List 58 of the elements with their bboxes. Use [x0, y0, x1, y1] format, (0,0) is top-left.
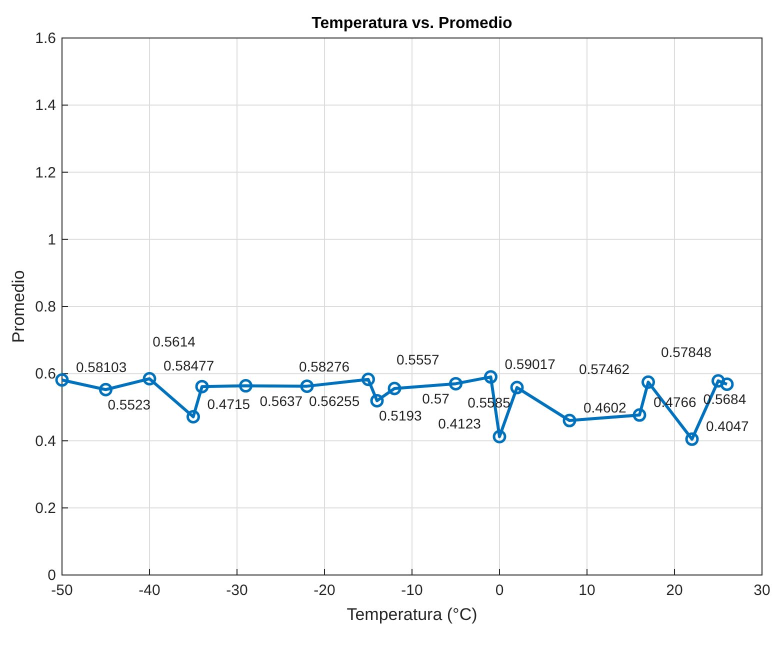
y-tick-label: 0.4 [35, 432, 56, 450]
x-tick-label: -50 [51, 582, 73, 599]
x-tick-label: 0 [495, 582, 504, 599]
data-label: 0.58276 [298, 358, 350, 374]
point [388, 382, 402, 396]
data-label: 0.5557 [396, 351, 440, 368]
x-axis-title: Temperatura (°C) [346, 605, 478, 624]
point [239, 379, 252, 393]
data-label: 0.57848 [660, 344, 712, 360]
data-label: 0.58477 [164, 358, 214, 374]
chart-title: Temperatura vs. Promedio [312, 15, 513, 32]
point [484, 370, 498, 384]
point [632, 408, 646, 422]
point [362, 372, 375, 386]
data-label: 0.5614 [152, 334, 196, 350]
y-tick-label: 1.4 [35, 97, 56, 114]
point [720, 377, 734, 391]
data-label: 0.5193 [379, 408, 422, 424]
data-label: 0.56255 [309, 393, 360, 410]
y-tick-label: 0.8 [35, 298, 56, 316]
data-label: 0.5637 [260, 392, 303, 409]
data-label: 0.57462 [578, 361, 630, 378]
x-tick-label: -20 [314, 582, 336, 599]
point [99, 382, 112, 396]
data-label: 0.58103 [76, 358, 127, 375]
point [142, 372, 156, 386]
data-label: 0.4602 [584, 400, 627, 416]
point [685, 432, 699, 446]
y-tick-label: 0 [48, 567, 56, 584]
point [562, 414, 576, 428]
point [492, 430, 506, 444]
x-tick-label: -30 [226, 582, 248, 599]
point [510, 380, 524, 394]
data-label: 0.4047 [706, 418, 750, 434]
point [300, 379, 314, 393]
point [55, 373, 69, 387]
point [370, 394, 384, 408]
data-label: 0.57 [422, 390, 450, 407]
data-label: 0.5523 [108, 396, 151, 413]
data-label: 0.59017 [504, 356, 556, 372]
x-tick-label: -40 [138, 582, 160, 599]
point [449, 376, 462, 390]
x-tick-label: 10 [578, 582, 596, 599]
y-tick-label: 0.6 [35, 366, 56, 383]
y-tick-label: 1 [48, 231, 56, 248]
y-tick-label: 1.6 [35, 30, 56, 47]
point [712, 374, 725, 388]
x-tick-label: 30 [754, 582, 770, 599]
y-tick-label: 0.2 [35, 500, 56, 517]
data-label: 0.4715 [207, 396, 250, 412]
y-tick-label: 1.2 [35, 164, 56, 182]
data-label: 0.4123 [438, 416, 482, 432]
point [195, 380, 209, 394]
point [642, 375, 655, 389]
x-tick-label: 20 [666, 582, 683, 599]
y-axis-title: Promedio [9, 270, 28, 343]
point [186, 410, 200, 424]
x-tick-label: -10 [401, 582, 423, 599]
